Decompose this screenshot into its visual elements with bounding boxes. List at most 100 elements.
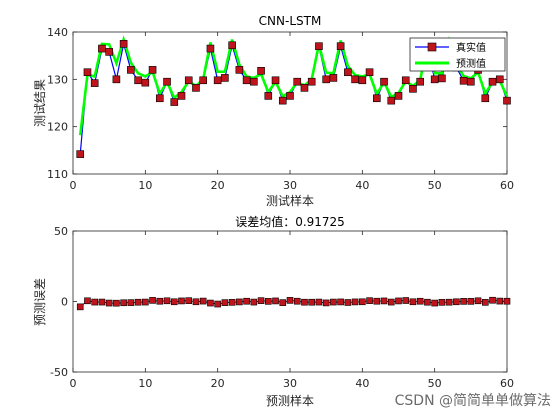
error-marker	[142, 298, 149, 306]
top-y-tick-label: 120	[47, 121, 68, 134]
bottom-series-layer	[76, 296, 511, 311]
true-value-marker	[206, 44, 215, 53]
error-marker	[199, 297, 207, 305]
error-marker	[272, 297, 279, 305]
error-marker	[98, 298, 106, 306]
true-value-marker	[156, 94, 164, 103]
true-value-marker	[336, 42, 345, 51]
true-value-marker	[351, 75, 359, 84]
true-value-marker	[170, 98, 179, 106]
error-marker	[127, 299, 135, 306]
bottom-y-tick-label: -50	[50, 366, 68, 379]
error-marker	[221, 299, 229, 306]
error-marker	[460, 298, 467, 305]
top-chart-title: CNN-LSTM	[259, 14, 322, 28]
bottom-y-tick-label: 50	[54, 225, 68, 238]
true-value-marker	[177, 92, 186, 100]
top-x-tick-label: 30	[283, 179, 297, 192]
error-marker	[395, 297, 402, 305]
error-marker	[474, 297, 482, 305]
legend-box	[409, 37, 506, 72]
error-marker	[431, 299, 438, 307]
error-marker	[359, 298, 366, 306]
true-value-marker	[134, 76, 142, 85]
true-value-marker	[315, 42, 323, 51]
true-value-marker	[286, 92, 294, 100]
true-value-marker	[307, 77, 316, 86]
error-marker	[214, 300, 221, 308]
error-marker	[228, 299, 236, 306]
top-y-axis-label: 测试结果	[32, 79, 47, 127]
error-marker	[301, 298, 308, 306]
error-marker	[503, 297, 511, 305]
bottom-x-tick-label: 50	[428, 377, 442, 390]
true-value-marker	[98, 44, 106, 53]
true-value-marker	[90, 79, 99, 87]
true-value-marker	[213, 76, 222, 85]
error-marker	[337, 298, 344, 306]
error-marker	[279, 299, 287, 306]
true-value-marker	[271, 76, 280, 85]
error-marker	[84, 297, 91, 305]
error-marker	[467, 298, 475, 305]
legend-true-label: 真实值	[456, 41, 486, 54]
error-marker	[496, 297, 504, 305]
error-marker	[380, 297, 388, 305]
error-marker	[185, 297, 193, 304]
true-value-marker	[365, 68, 374, 77]
bottom-y-tick-label: 0	[61, 296, 68, 309]
true-value-marker	[380, 77, 388, 86]
error-marker	[105, 299, 113, 307]
error-marker	[243, 297, 250, 305]
error-marker	[163, 297, 171, 305]
top-y-tick-label: 110	[47, 168, 68, 181]
true-value-marker	[503, 96, 511, 105]
true-value-marker	[293, 77, 302, 86]
top-y-tick-label: 130	[47, 73, 68, 86]
true-value-marker	[257, 67, 265, 75]
error-marker	[207, 299, 214, 307]
error-marker	[351, 298, 359, 306]
error-marker	[91, 298, 98, 306]
true-value-marker	[184, 76, 193, 85]
true-value-marker	[228, 41, 236, 50]
top-x-tick-label: 40	[355, 179, 369, 192]
top-x-axis-label: 测试样本	[266, 193, 314, 208]
true-value-marker	[438, 74, 446, 83]
error-marker	[387, 298, 395, 306]
true-value-marker	[372, 94, 381, 103]
true-value-marker	[430, 75, 439, 84]
top-axis-ticks: 0 10 20 30 40 50 60 110 120 130 140	[47, 26, 514, 192]
bottom-chart-title: 误差均值：0.91725	[235, 214, 345, 229]
true-value-marker	[119, 40, 128, 48]
error-marker	[293, 297, 301, 305]
true-value-marker	[358, 76, 367, 85]
true-value-marker	[459, 76, 468, 85]
error-marker	[481, 299, 489, 306]
error-marker	[344, 299, 352, 306]
top-x-tick-label: 10	[138, 179, 152, 192]
error-marker	[134, 298, 142, 306]
error-marker	[330, 298, 337, 306]
true-value-marker	[242, 76, 251, 85]
error-marker	[113, 299, 120, 307]
error-marker	[156, 297, 164, 305]
error-marker	[192, 298, 200, 306]
true-value-marker	[250, 77, 258, 86]
top-x-tick-label: 0	[70, 179, 77, 192]
true-value-marker	[105, 48, 113, 56]
error-marker	[373, 297, 381, 305]
bottom-x-tick-label: 40	[355, 377, 369, 390]
bottom-x-tick-label: 60	[500, 377, 514, 390]
true-value-marker	[141, 78, 150, 87]
top-x-tick-label: 60	[500, 179, 514, 192]
error-marker	[120, 299, 127, 307]
error-marker	[149, 297, 156, 304]
bottom-y-axis-label: 预测误差	[33, 278, 47, 326]
true-value-marker	[300, 84, 309, 92]
error-marker	[286, 297, 294, 304]
true-value-marker	[488, 77, 497, 86]
